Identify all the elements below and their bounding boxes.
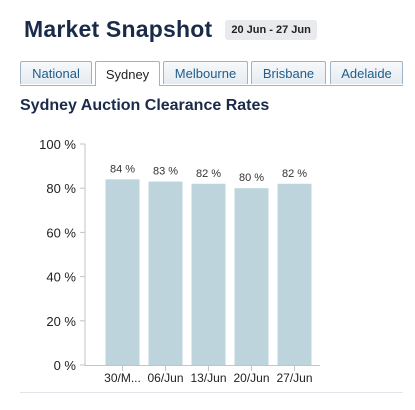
tab-label: Adelaide xyxy=(341,65,392,81)
bar xyxy=(191,183,226,365)
x-tick-label: 06/Jun xyxy=(147,371,183,385)
data-label: 83 % xyxy=(153,166,178,178)
header: Market Snapshot 20 Jun - 27 Jun xyxy=(24,16,317,43)
city-tabs: National Sydney Melbourne Brisbane Adela… xyxy=(20,61,403,86)
chart-title: Sydney Auction Clearance Rates xyxy=(20,97,270,114)
tab-national[interactable]: National xyxy=(20,61,92,84)
y-tick-label: 20 % xyxy=(46,314,76,329)
y-tick-label: 100 % xyxy=(39,137,76,152)
page-title: Market Snapshot xyxy=(24,16,213,42)
data-label: 80 % xyxy=(239,172,264,184)
tab-sydney[interactable]: Sydney xyxy=(95,61,160,86)
tab-brisbane[interactable]: Brisbane xyxy=(251,61,326,84)
divider xyxy=(20,392,403,393)
y-tick-label: 0 % xyxy=(54,358,77,373)
x-tick-label: 30/M... xyxy=(104,371,141,385)
data-label: 82 % xyxy=(196,168,221,180)
bar xyxy=(234,188,269,365)
y-tick-label: 60 % xyxy=(46,225,76,240)
y-tick-label: 80 % xyxy=(46,181,76,196)
tab-adelaide[interactable]: Adelaide xyxy=(330,61,403,84)
bar xyxy=(105,179,140,365)
tab-label: Brisbane xyxy=(262,65,315,81)
bar xyxy=(148,181,183,365)
clearance-rate-chart: 0 % 20 % 40 % 60 % 80 % 100 % 84 % 30/M... 83 % 0… xyxy=(39,137,320,385)
y-tick-label: 40 % xyxy=(46,270,76,285)
x-tick-label: 27/Jun xyxy=(276,371,312,385)
tab-melbourne[interactable]: Melbourne xyxy=(163,61,248,84)
tab-label: Sydney xyxy=(105,66,150,82)
x-tick-label: 20/Jun xyxy=(233,371,269,385)
data-label: 82 % xyxy=(282,168,307,180)
data-label: 84 % xyxy=(110,163,135,175)
tab-label: Melbourne xyxy=(174,65,237,81)
bar xyxy=(277,183,312,365)
tab-label: National xyxy=(32,65,80,81)
date-range-badge: 20 Jun - 27 Jun xyxy=(225,19,317,40)
x-tick-label: 13/Jun xyxy=(190,371,226,385)
